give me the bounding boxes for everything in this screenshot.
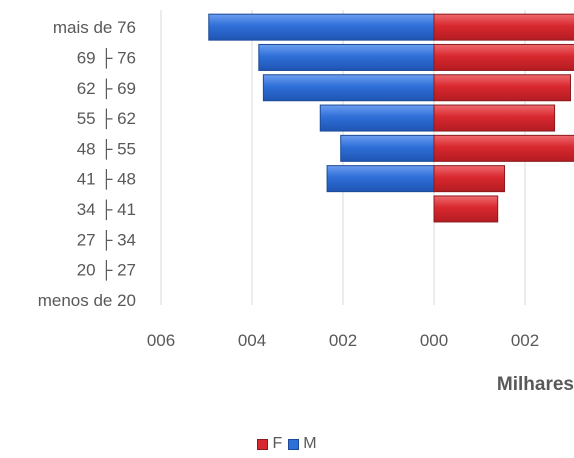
bar-m-3 (319, 104, 435, 132)
bar-f-5 (433, 165, 506, 193)
bar-m-2 (262, 74, 435, 102)
category-label: 20 ├ 27 (77, 260, 136, 282)
x-tick-label: 000 (420, 331, 448, 350)
legend-item-f: F (257, 435, 282, 453)
category-label: 34 ├ 41 (77, 199, 136, 221)
x-tick-label: 006 (147, 331, 175, 350)
bars (208, 13, 574, 223)
bar-m-4 (340, 134, 435, 162)
category-label: 48 ├ 55 (77, 138, 136, 160)
category-label: menos de 20 (38, 291, 136, 310)
legend-swatch-m (288, 438, 300, 450)
x-tick-label: 002 (511, 331, 539, 350)
bar-f-2 (433, 74, 571, 102)
x-tick-label: 002 (329, 331, 357, 350)
legend-swatch-f (257, 438, 269, 450)
category-label: 41 ├ 48 (77, 169, 136, 191)
bar-f-1 (433, 43, 574, 71)
x-axis-title: Milhares (497, 374, 574, 395)
x-tick-label: 004 (238, 331, 266, 350)
bar-m-1 (258, 43, 435, 71)
bar-f-6 (433, 195, 499, 223)
legend-label-f: F (272, 435, 283, 452)
category-label: 27 ├ 34 (77, 229, 136, 251)
y-axis-labels: mais de 76 69 ├ 76 62 ├ 69 55 ├ 62 48 ├ 55 41… (38, 18, 136, 310)
bar-m-5 (326, 165, 435, 193)
legend-item-m: M (288, 435, 317, 453)
legend-label-m: M (303, 435, 317, 452)
bar-m-0 (208, 13, 435, 41)
bar-f-4 (433, 134, 574, 162)
bar-f-3 (433, 104, 556, 132)
category-label: 69 ├ 76 (77, 47, 136, 69)
category-label: mais de 76 (53, 18, 136, 37)
category-label: 62 ├ 69 (77, 78, 136, 100)
category-label: 55 ├ 62 (77, 108, 136, 130)
x-axis-tick-labels: 006 004 002 000 002 (147, 331, 539, 350)
legend: F M (0, 434, 574, 454)
bar-f-0 (433, 13, 574, 41)
